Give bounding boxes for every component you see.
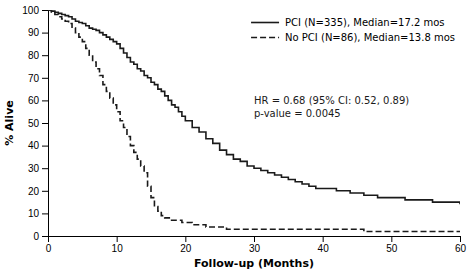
tick-mark (42, 236, 48, 237)
x-axis-title: Follow-up (Months) (194, 257, 314, 270)
tick-label: 10 (112, 243, 124, 254)
y-axis: 0 10 20 30 40 50 60 70 80 90 100 (22, 5, 48, 242)
tick-mark (254, 236, 255, 242)
tick-mark (42, 146, 48, 147)
tick-mark (117, 236, 118, 242)
legend-swatch (251, 37, 279, 39)
tick-label: 100 (22, 5, 39, 16)
chart: 0 10 20 30 40 50 60 0 10 20 30 40 50 60 70 80 90 100 HR = … (0, 0, 474, 272)
y-tick: 20 (28, 186, 48, 197)
tick-label: 50 (28, 118, 40, 129)
tick-mark (42, 55, 48, 56)
x-tick: 50 (386, 236, 398, 254)
tick-label: 40 (318, 243, 330, 254)
tick-mark (323, 236, 324, 242)
tick-mark (42, 123, 48, 124)
tick-label: 10 (28, 208, 40, 219)
tick-label: 40 (28, 140, 40, 151)
y-tick: 50 (28, 118, 48, 129)
tick-label: 80 (28, 50, 40, 61)
y-tick: 100 (22, 5, 48, 16)
legend: PCI (N=335), Median=17.2 mos No PCI (N=86… (246, 10, 460, 50)
annotation-text: HR = 0.68 (95% CI: 0.52, 0.89) (254, 95, 409, 106)
tick-label: 0 (33, 231, 39, 242)
legend-item: No PCI (N=86), Median=13.8 mos (251, 32, 455, 43)
x-tick: 30 (249, 236, 261, 254)
x-tick: 60 (455, 236, 467, 254)
series-line (48, 10, 460, 231)
tick-mark (42, 168, 48, 169)
y-tick: 80 (28, 50, 48, 61)
x-tick: 20 (180, 236, 192, 254)
y-tick: 0 (33, 231, 48, 242)
tick-label: 0 (46, 243, 52, 254)
tick-label: 60 (455, 243, 467, 254)
tick-label: 90 (28, 27, 40, 38)
annotation: HR = 0.68 (95% CI: 0.52, 0.89) p-value = … (254, 95, 409, 119)
tick-label: 20 (28, 186, 40, 197)
annotation-text: p-value = 0.0045 (254, 108, 341, 119)
series-line (48, 10, 460, 204)
y-tick: 60 (28, 95, 48, 106)
tick-mark (391, 236, 392, 242)
axis-line (42, 11, 49, 237)
tick-label: 20 (180, 243, 192, 254)
lines (48, 10, 460, 231)
plot: 0 10 20 30 40 50 60 0 10 20 30 40 50 60 70 80 90 100 HR = … (22, 5, 466, 254)
y-tick: 70 (28, 73, 48, 84)
tick-mark (42, 213, 48, 214)
y-tick: 10 (28, 208, 48, 219)
tick-label: 60 (28, 95, 40, 106)
tick-mark (42, 100, 48, 101)
tick-mark (185, 236, 186, 242)
tick-mark (42, 78, 48, 79)
y-tick: 90 (28, 27, 48, 38)
legend-swatch (251, 22, 279, 24)
tick-label: 30 (28, 163, 40, 174)
tick-mark (460, 236, 461, 242)
y-axis-title: % Alive (3, 100, 16, 146)
x-tick: 40 (318, 236, 330, 254)
tick-mark (42, 10, 48, 11)
tick-mark (42, 191, 48, 192)
y-tick: 40 (28, 140, 48, 151)
x-tick: 10 (112, 236, 124, 254)
axis-line (49, 237, 461, 243)
tick-label: 50 (386, 243, 398, 254)
x-axis: 0 10 20 30 40 50 60 (46, 236, 467, 254)
tick-label: 30 (249, 243, 261, 254)
legend-label: PCI (N=335), Median=17.2 mos (285, 17, 445, 28)
tick-label: 70 (28, 73, 40, 84)
legend-label: No PCI (N=86), Median=13.8 mos (285, 32, 455, 43)
legend-item: PCI (N=335), Median=17.2 mos (251, 17, 445, 28)
y-tick: 30 (28, 163, 48, 174)
x-tick: 0 (46, 236, 52, 254)
tick-mark (42, 33, 48, 34)
legend-background (246, 10, 460, 50)
